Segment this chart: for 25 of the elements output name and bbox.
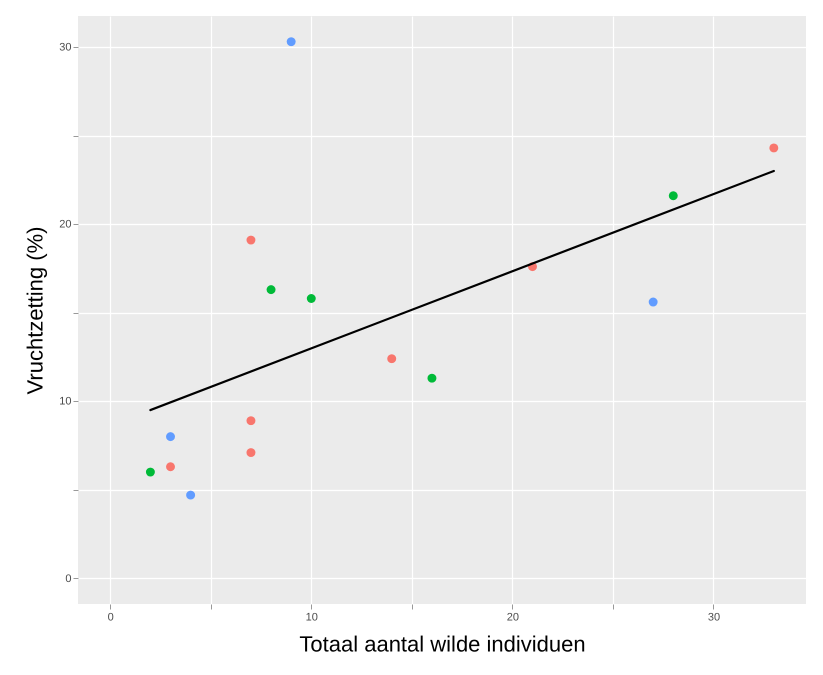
- x-tick-label: 20: [506, 612, 520, 624]
- y-tick-label: 10: [59, 396, 72, 408]
- x-tick-label: 10: [306, 612, 318, 624]
- point: [427, 374, 436, 383]
- point: [166, 432, 175, 442]
- point: [246, 416, 256, 426]
- y-tick-label: 30: [59, 41, 72, 54]
- point: [146, 468, 155, 477]
- point: [166, 462, 175, 472]
- y-tick-label: 20: [59, 218, 72, 231]
- point: [246, 448, 256, 458]
- y-axis-title: Vruchtzetting (%): [22, 226, 48, 394]
- point: [286, 37, 296, 46]
- point: [306, 294, 316, 303]
- point: [648, 298, 658, 306]
- point: [387, 354, 396, 364]
- x-tick-label: 30: [708, 612, 720, 624]
- point: [266, 285, 276, 294]
- point: [668, 191, 678, 200]
- point: [769, 143, 778, 152]
- x-tick-label: 0: [108, 612, 114, 624]
- x-axis-title: Totaal aantal wilde individuen: [299, 632, 586, 656]
- point: [186, 490, 196, 500]
- point: [246, 236, 256, 245]
- y-tick-label: 0: [65, 572, 72, 585]
